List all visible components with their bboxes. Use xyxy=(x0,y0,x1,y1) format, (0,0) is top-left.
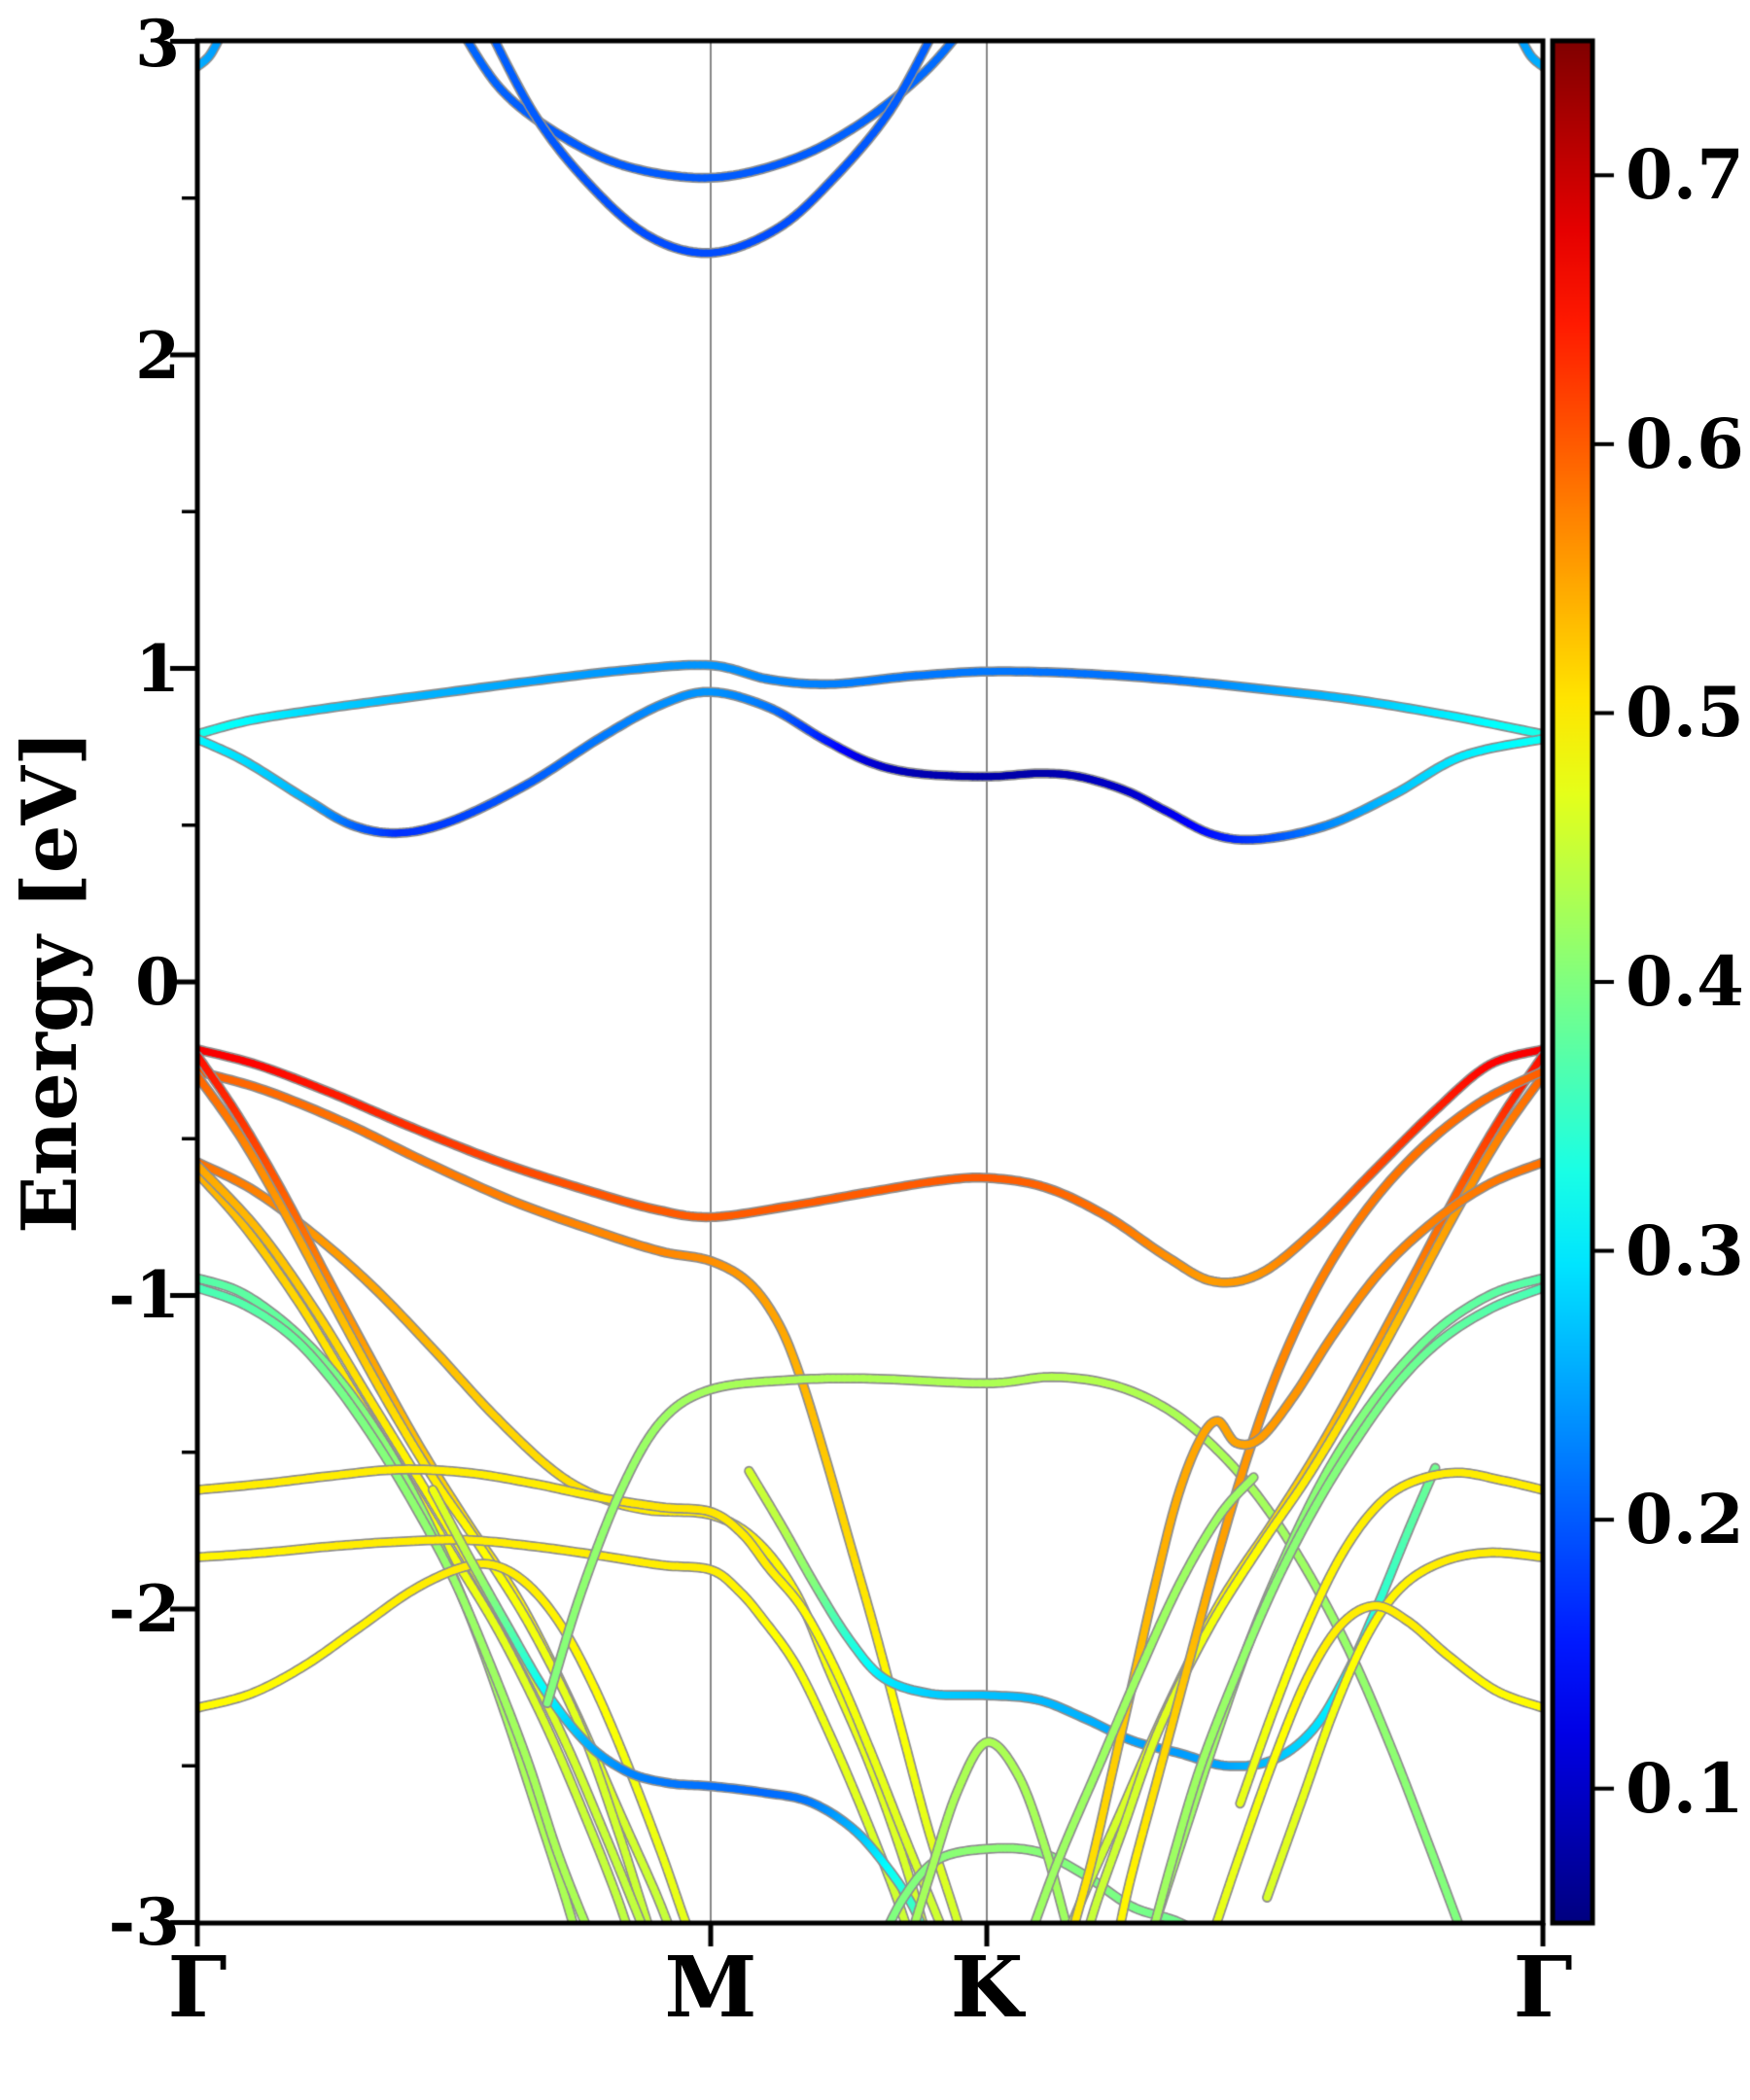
x-tick-label-gamma-right: Γ xyxy=(1513,1939,1573,2037)
colorbar-tick-label-0.3: 0.3 xyxy=(1626,1210,1744,1291)
x-tick-label-M: M xyxy=(664,1939,757,2037)
colorbar-tick-label-0.4: 0.4 xyxy=(1626,941,1744,1022)
colorbar-tick-label-0.7: 0.7 xyxy=(1626,134,1744,215)
x-tick-label-gamma-left: Γ xyxy=(167,1939,228,2037)
colorbar-tick-label-0.2: 0.2 xyxy=(1626,1479,1744,1559)
colorbar-tick-label-0.1: 0.1 xyxy=(1626,1748,1744,1829)
y-tick-label-m1: -1 xyxy=(108,1257,180,1333)
y-tick-label-m2: -2 xyxy=(108,1571,180,1647)
y-tick-label-3: 3 xyxy=(135,6,180,82)
colorbar-tick-label-0.5: 0.5 xyxy=(1626,672,1744,752)
y-tick-label-m3: -3 xyxy=(108,1884,180,1960)
y-tick-label-1: 1 xyxy=(135,631,180,707)
x-tick-label-K: K xyxy=(950,1939,1024,2037)
colorbar-tick-label-0.6: 0.6 xyxy=(1626,403,1744,484)
y-tick-label-0: 0 xyxy=(135,944,180,1020)
y-tick-label-2: 2 xyxy=(135,318,180,394)
